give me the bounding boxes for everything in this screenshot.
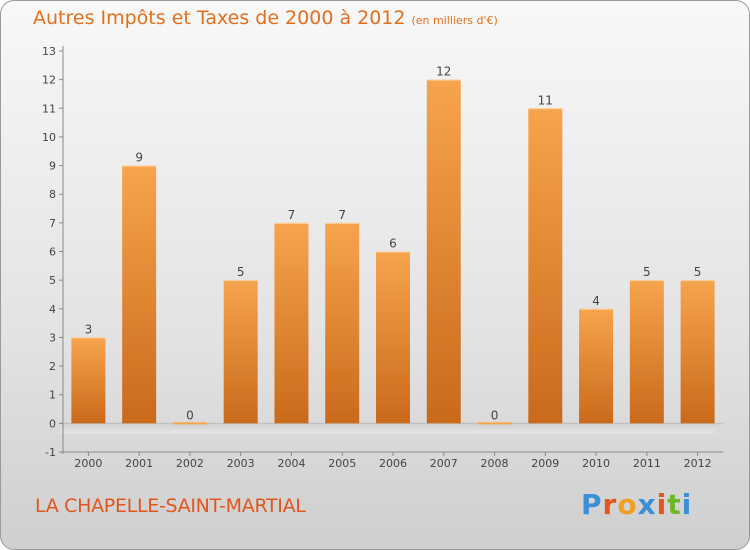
data-label: 7 xyxy=(288,208,296,222)
logo-letter: o xyxy=(617,488,638,521)
y-tick-label: 1 xyxy=(49,389,56,402)
x-tick-label: 2006 xyxy=(379,457,407,470)
bar xyxy=(325,222,360,424)
data-label: 5 xyxy=(694,265,702,279)
logo-letter: t xyxy=(667,488,682,521)
bar xyxy=(376,251,410,424)
y-tick-label: -1 xyxy=(45,446,56,459)
y-tick-label: 3 xyxy=(49,331,56,344)
unit-label: (en milliers d'€) xyxy=(411,14,498,27)
x-tick-label: 2009 xyxy=(531,457,559,470)
y-tick-label: 6 xyxy=(49,246,56,259)
x-tick-label: 2004 xyxy=(277,457,305,470)
y-tick-label: 9 xyxy=(49,160,56,173)
data-label: 3 xyxy=(85,322,93,336)
bar xyxy=(528,108,563,424)
bar xyxy=(223,280,258,424)
bar xyxy=(172,422,207,425)
logo-letter: P xyxy=(581,488,603,521)
x-tick-label: 2005 xyxy=(328,457,356,470)
bar xyxy=(680,280,715,424)
data-label: 9 xyxy=(135,151,143,165)
logo-letter: x xyxy=(637,488,657,521)
x-tick-label: 2000 xyxy=(74,457,102,470)
y-tick-label: 11 xyxy=(42,102,56,115)
data-label: 7 xyxy=(338,208,346,222)
x-tick-label: 2011 xyxy=(633,457,661,470)
data-label: 5 xyxy=(237,265,245,279)
commune-name: LA CHAPELLE-SAINT-MARTIAL xyxy=(35,495,306,517)
x-tick-label: 2008 xyxy=(481,457,509,470)
bar xyxy=(71,337,106,424)
data-label: 5 xyxy=(643,265,651,279)
title-text: Autres Impôts et Taxes de 2000 à 2012 xyxy=(33,7,406,29)
x-tick-label: 2001 xyxy=(125,457,153,470)
proxiti-logo: Proxiti xyxy=(581,488,692,521)
y-tick-label: 4 xyxy=(49,303,56,316)
bar xyxy=(122,165,157,424)
x-tick-label: 2007 xyxy=(430,457,458,470)
chart-title: Autres Impôts et Taxes de 2000 à 2012 (en… xyxy=(33,7,498,29)
logo-letter: i xyxy=(681,488,693,521)
bar xyxy=(274,222,309,424)
x-tick-label: 2010 xyxy=(582,457,610,470)
bar xyxy=(629,280,664,424)
x-tick-label: 2012 xyxy=(684,457,712,470)
x-tick-label: 2003 xyxy=(227,457,255,470)
y-tick-label: 13 xyxy=(42,45,56,58)
bar xyxy=(579,308,614,424)
logo-letter: i xyxy=(656,488,668,521)
y-tick-label: 7 xyxy=(49,217,56,230)
y-tick-label: 2 xyxy=(49,360,56,373)
y-tick-label: 0 xyxy=(49,417,56,430)
chart-floor xyxy=(59,423,723,434)
x-tick-label: 2002 xyxy=(176,457,204,470)
data-label: 11 xyxy=(538,93,553,107)
data-label: 12 xyxy=(436,65,451,79)
data-label: 0 xyxy=(491,408,499,422)
y-tick-label: 8 xyxy=(49,188,56,201)
y-tick-label: 10 xyxy=(42,131,56,144)
data-label: 4 xyxy=(592,294,600,308)
data-label: 6 xyxy=(389,237,397,251)
logo-letter: r xyxy=(602,488,618,521)
data-label: 0 xyxy=(186,408,194,422)
bar xyxy=(426,79,461,424)
y-tick-label: 12 xyxy=(42,74,56,87)
bar xyxy=(477,422,512,425)
y-tick-label: 5 xyxy=(49,274,56,287)
